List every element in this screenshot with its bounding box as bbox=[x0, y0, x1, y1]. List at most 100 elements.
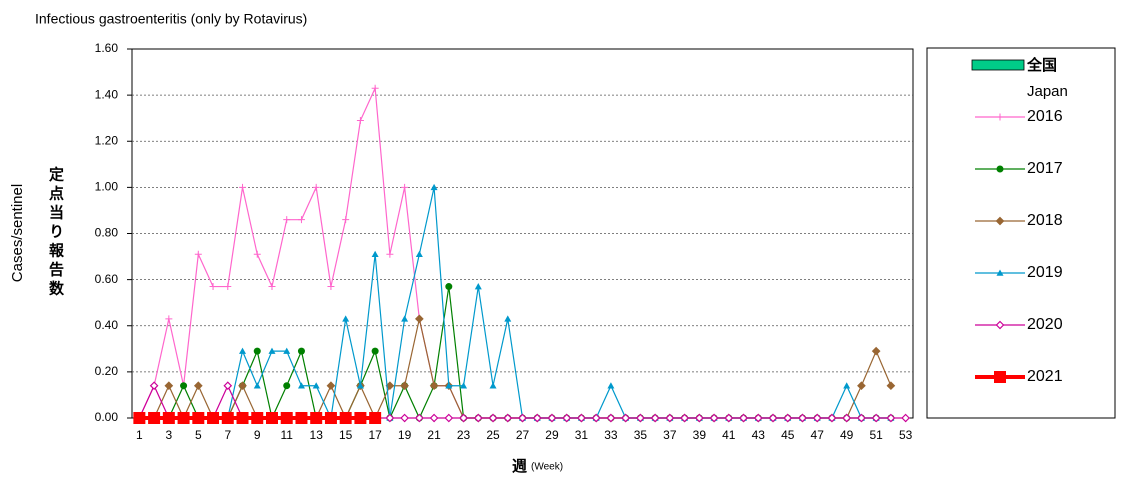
marker bbox=[636, 413, 645, 423]
marker bbox=[194, 250, 202, 258]
marker bbox=[312, 382, 320, 389]
x-tick-label: 37 bbox=[663, 428, 677, 442]
x-tick-label: 3 bbox=[165, 428, 172, 442]
y-tick-label: 1.20 bbox=[95, 133, 119, 147]
marker bbox=[295, 412, 308, 424]
marker bbox=[385, 413, 395, 423]
x-tick-label: 51 bbox=[869, 428, 883, 442]
chart-title: Infectious gastroenteritis (only by Rota… bbox=[35, 11, 307, 27]
marker bbox=[753, 413, 763, 423]
marker bbox=[606, 413, 616, 423]
x-tick-label: 11 bbox=[280, 428, 293, 442]
legend-label: 全国 bbox=[1026, 56, 1057, 74]
marker bbox=[209, 283, 217, 291]
marker bbox=[827, 413, 837, 423]
marker bbox=[577, 413, 586, 423]
x-tick-label: 53 bbox=[899, 428, 913, 442]
marker bbox=[504, 315, 512, 322]
marker bbox=[460, 382, 468, 389]
marker bbox=[265, 412, 278, 424]
marker bbox=[842, 413, 852, 423]
marker bbox=[236, 412, 249, 424]
marker bbox=[239, 347, 247, 354]
legend-label: Japan bbox=[1027, 83, 1068, 100]
x-tick-label: 25 bbox=[486, 428, 500, 442]
marker bbox=[149, 381, 159, 391]
marker bbox=[371, 347, 379, 355]
marker bbox=[238, 381, 247, 391]
legend-swatch bbox=[971, 59, 1025, 71]
y-tick-label: 0.00 bbox=[95, 410, 119, 424]
marker bbox=[164, 381, 174, 391]
series-line bbox=[139, 286, 891, 420]
marker bbox=[445, 382, 453, 389]
marker bbox=[547, 413, 557, 423]
legend-label: 2020 bbox=[1027, 316, 1063, 333]
y-axis-label-ja: 定点当り報告数 bbox=[47, 166, 64, 300]
marker bbox=[253, 347, 261, 355]
marker bbox=[591, 413, 601, 423]
x-tick-label: 27 bbox=[516, 428, 530, 442]
marker bbox=[207, 412, 220, 424]
marker bbox=[401, 315, 409, 322]
legend-label: 2018 bbox=[1027, 212, 1063, 229]
marker bbox=[901, 413, 910, 423]
x-tick-label: 17 bbox=[368, 428, 382, 442]
marker bbox=[386, 250, 394, 258]
marker bbox=[165, 315, 173, 323]
marker bbox=[297, 216, 305, 224]
y-tick-label: 1.40 bbox=[95, 87, 119, 101]
marker bbox=[339, 412, 352, 424]
marker bbox=[133, 412, 146, 424]
marker bbox=[297, 347, 305, 355]
marker bbox=[665, 413, 675, 423]
marker bbox=[995, 216, 1005, 226]
marker bbox=[415, 250, 423, 258]
marker bbox=[342, 216, 350, 224]
marker bbox=[324, 412, 337, 424]
marker bbox=[283, 216, 291, 224]
marker bbox=[783, 413, 793, 423]
marker bbox=[193, 381, 203, 391]
x-tick-label: 29 bbox=[545, 428, 559, 442]
marker bbox=[283, 347, 291, 354]
marker bbox=[385, 381, 395, 391]
marker bbox=[268, 347, 276, 354]
x-tick-label: 9 bbox=[254, 428, 261, 442]
x-tick-label: 1 bbox=[136, 428, 143, 442]
marker bbox=[356, 382, 364, 389]
marker bbox=[356, 116, 364, 124]
marker bbox=[812, 413, 822, 423]
legend-label: 2021 bbox=[1027, 368, 1063, 385]
marker bbox=[297, 382, 305, 389]
x-tick-label: 21 bbox=[427, 428, 441, 442]
marker bbox=[342, 315, 350, 322]
marker bbox=[429, 381, 439, 391]
marker bbox=[886, 381, 896, 391]
marker bbox=[415, 413, 424, 423]
marker bbox=[621, 413, 630, 423]
marker bbox=[996, 113, 1004, 121]
x-tick-label: 43 bbox=[752, 428, 766, 442]
x-tick-label: 33 bbox=[604, 428, 618, 442]
marker bbox=[650, 413, 660, 423]
y-tick-label: 0.20 bbox=[95, 364, 119, 378]
marker bbox=[473, 413, 483, 423]
marker bbox=[562, 413, 572, 423]
x-tick-label: 39 bbox=[693, 428, 707, 442]
marker bbox=[474, 283, 482, 290]
marker bbox=[445, 283, 453, 291]
marker bbox=[857, 381, 866, 391]
marker bbox=[709, 413, 719, 423]
marker bbox=[400, 413, 409, 423]
marker bbox=[430, 183, 438, 191]
marker bbox=[532, 413, 542, 423]
marker bbox=[489, 382, 497, 389]
marker bbox=[223, 381, 233, 391]
y-tick-label: 0.60 bbox=[95, 272, 119, 286]
marker bbox=[310, 412, 323, 424]
marker bbox=[857, 413, 866, 423]
y-axis-label: Cases/sentinel bbox=[9, 184, 26, 282]
marker bbox=[354, 412, 367, 424]
